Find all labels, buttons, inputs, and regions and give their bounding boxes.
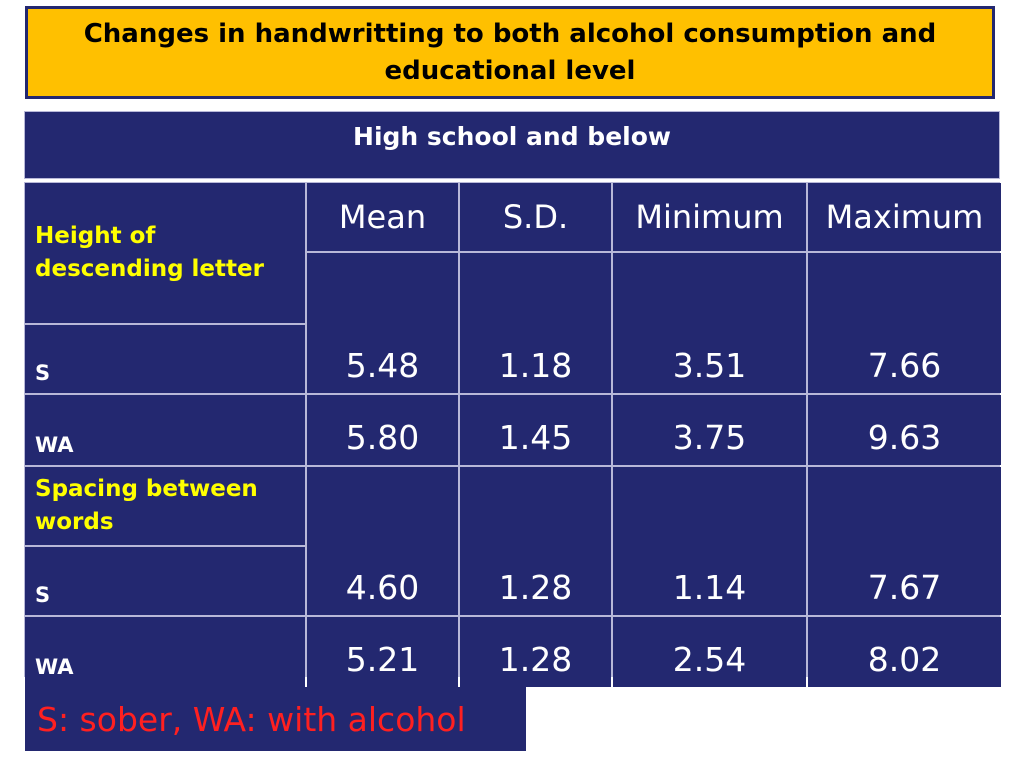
group-header-text: High school and below — [353, 122, 671, 151]
row-label: WA — [25, 395, 305, 465]
group-header: High school and below — [24, 111, 1000, 179]
table-cell-sd: 1.18 — [460, 253, 611, 393]
column-header-minimum: Minimum — [613, 183, 806, 251]
slide-title-text: Changes in handwritting to both alcohol … — [83, 18, 937, 86]
table-cell-maximum: 7.66 — [808, 253, 1001, 393]
table-cell-sd: 1.45 — [460, 395, 611, 465]
footnote-box: S: sober, WA: with alcohol — [25, 687, 526, 751]
table-cell-minimum: 1.14 — [613, 467, 806, 615]
table-cell-mean: 5.21 — [307, 617, 458, 687]
table-cell-minimum: 2.54 — [613, 617, 806, 687]
table-cell-mean: 4.60 — [307, 467, 458, 615]
column-header-maximum: Maximum — [808, 183, 1001, 251]
section-label-spacing: Spacing between words — [25, 467, 305, 545]
row-label: S — [25, 325, 305, 393]
table-cell-maximum: 7.67 — [808, 467, 1001, 615]
column-header-mean: Mean — [307, 183, 458, 251]
table-cell-sd: 1.28 — [460, 617, 611, 687]
row-label: WA — [25, 617, 305, 687]
table-cell-maximum: 9.63 — [808, 395, 1001, 465]
table-cell-sd: 1.28 — [460, 467, 611, 615]
table-cell-maximum: 8.02 — [808, 617, 1001, 687]
slide-title: Changes in handwritting to both alcohol … — [25, 6, 995, 99]
stats-table: Height of descending letter Mean S.D. Mi… — [24, 182, 1001, 687]
table-cell-mean: 5.80 — [307, 395, 458, 465]
table-cell-mean: 5.48 — [307, 253, 458, 393]
table-cell-minimum: 3.75 — [613, 395, 806, 465]
table-cell-minimum: 3.51 — [613, 253, 806, 393]
footnote-text: S: sober, WA: with alcohol — [37, 699, 466, 739]
column-header-sd: S.D. — [460, 183, 611, 251]
section-label-height: Height of descending letter — [25, 183, 305, 323]
row-label: S — [25, 547, 305, 615]
